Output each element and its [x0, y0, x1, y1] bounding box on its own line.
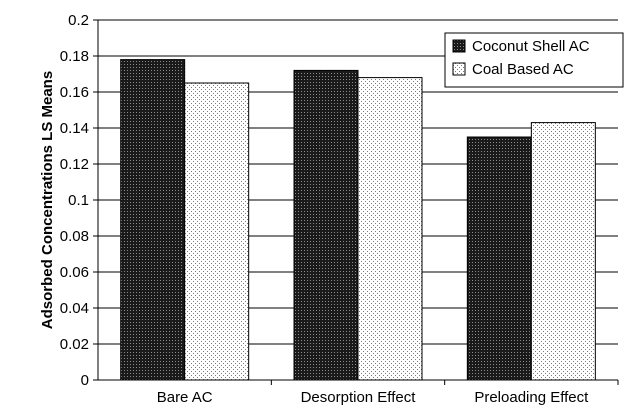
legend: Coconut Shell AC Coal Based AC: [444, 32, 624, 88]
y-tick-label: 0.08: [60, 228, 89, 245]
x-category-label: Preloading Effect: [474, 389, 589, 406]
x-category-labels: Bare AC Desorption Effect Preloading Effec…: [157, 389, 589, 406]
y-tick-label: 0.16: [60, 84, 89, 101]
y-tick-label: 0.1: [68, 192, 89, 209]
bar-coconut-1: [293, 69, 359, 381]
bar-coal-1: [357, 77, 423, 381]
y-tick-label: 0.2: [68, 12, 89, 29]
y-tick-label: 0.14: [60, 120, 89, 137]
legend-swatch-coconut: [452, 39, 466, 53]
legend-label-coal: Coal Based AC: [472, 61, 574, 78]
bar-coal-2: [530, 122, 596, 381]
legend-swatch-coal: [452, 62, 466, 76]
y-tick-labels: 0 0.02 0.04 0.06 0.08 0.1 0.12 0.14 0.16 0.18 0.2: [60, 12, 89, 389]
y-tick-label: 0.04: [60, 300, 89, 317]
y-tick-label: 0.06: [60, 264, 89, 281]
bars: [120, 59, 596, 381]
legend-label-coconut: Coconut Shell AC: [472, 38, 590, 55]
y-tick-label: 0.18: [60, 48, 89, 65]
bar-coal-0: [184, 82, 250, 381]
bar-coconut-0: [120, 59, 186, 381]
x-category-label: Bare AC: [157, 389, 213, 406]
bar-coconut-2: [466, 136, 532, 381]
y-tick-label: 0: [81, 372, 89, 389]
y-axis-label: Adsorbed Concentrations LS Means: [39, 71, 56, 329]
x-category-label: Desorption Effect: [301, 389, 417, 406]
y-tick-label: 0.02: [60, 336, 89, 353]
axes: [97, 20, 618, 381]
y-tick-label: 0.12: [60, 156, 89, 173]
legend-box: [444, 32, 624, 88]
